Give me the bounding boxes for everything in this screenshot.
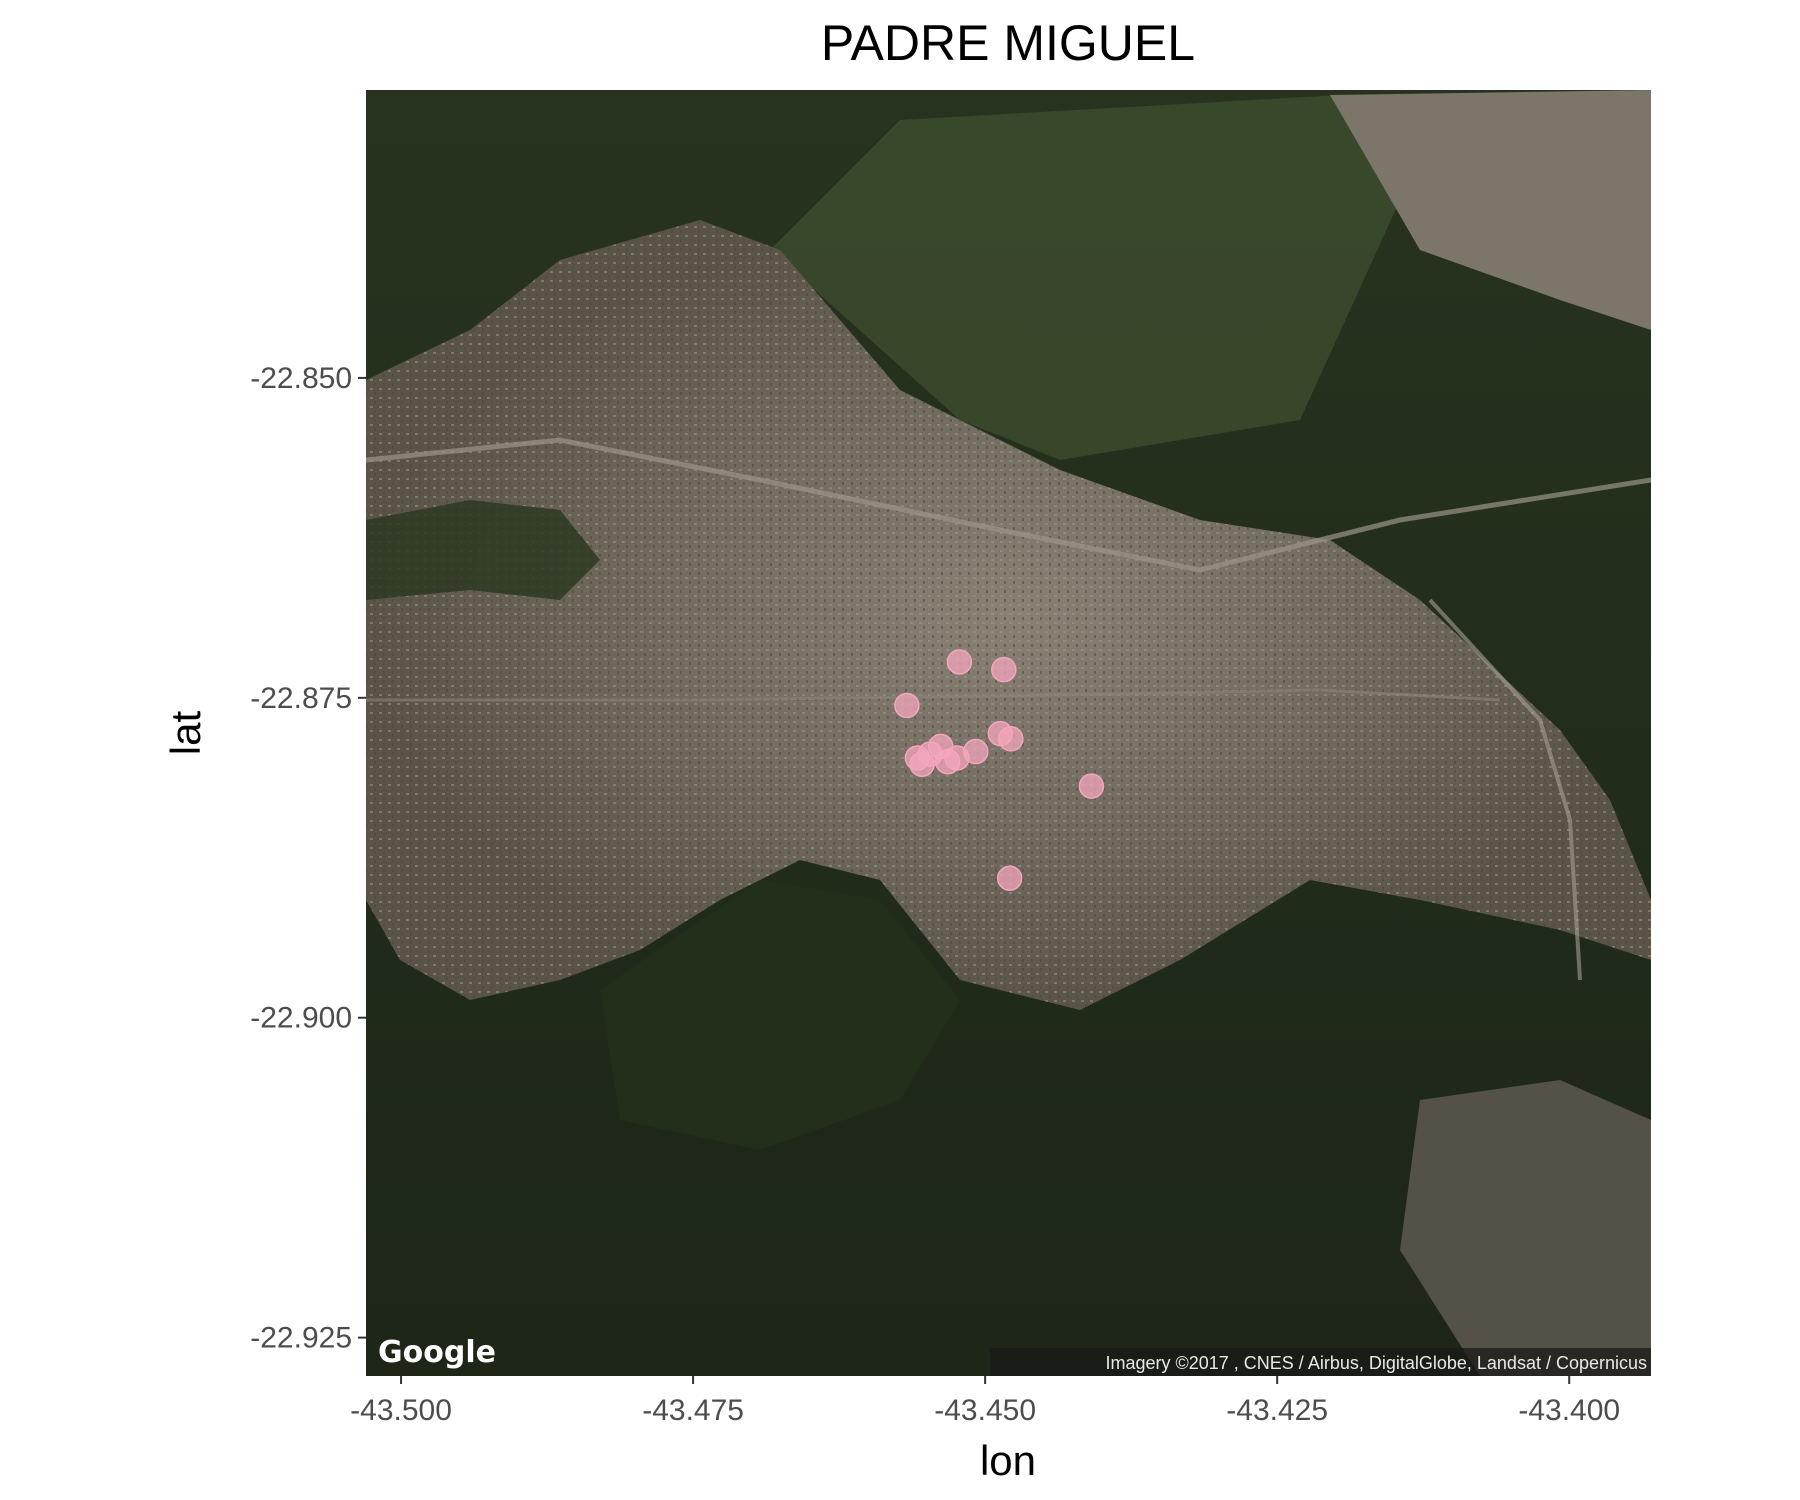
y-tick-label: -22.925 [250,1322,352,1355]
data-point [998,726,1024,752]
avenue [366,688,1501,702]
points-layer [894,649,1105,891]
data-point [991,656,1017,683]
y-axis: -22.850 -22.875 -22.900 -22.925 [250,362,366,1355]
x-tick-label: -43.475 [642,1394,744,1427]
y-tick-label: -22.900 [250,1002,352,1035]
x-axis: -43.500 -43.475 -43.450 -43.425 -43.400 [350,1376,1620,1427]
data-point [935,749,961,775]
google-logo: Google [378,1335,496,1370]
imagery-attribution: Imagery ©2017 , CNES / Airbus, DigitalGl… [1105,1353,1647,1373]
y-tick-label: -22.850 [250,362,352,395]
x-tick-label: -43.400 [1518,1394,1620,1427]
northeast-urban-area [1330,90,1651,330]
highway [366,437,1651,573]
attribution-box: Imagery ©2017 , CNES / Airbus, DigitalGl… [990,1348,1651,1376]
field-area [770,95,1400,460]
x-tick-label: -43.500 [350,1394,452,1427]
y-axis-title: lat [162,710,209,755]
map-title: PADRE MIGUEL [821,15,1195,71]
southeast-urban-area [1400,1080,1651,1376]
x-tick-label: -43.450 [934,1394,1036,1427]
data-point [894,692,920,719]
data-point [909,751,935,778]
data-point [996,865,1023,891]
west-hill [366,500,600,600]
x-tick-label: -43.425 [1226,1394,1328,1427]
y-tick-label: -22.875 [250,682,352,715]
south-forest-edge [600,880,960,1150]
data-point [946,649,973,675]
satellite-basemap [366,90,1651,1376]
highway-east [1428,598,1582,981]
data-point [1078,773,1105,799]
x-axis-title: lon [980,1437,1036,1484]
